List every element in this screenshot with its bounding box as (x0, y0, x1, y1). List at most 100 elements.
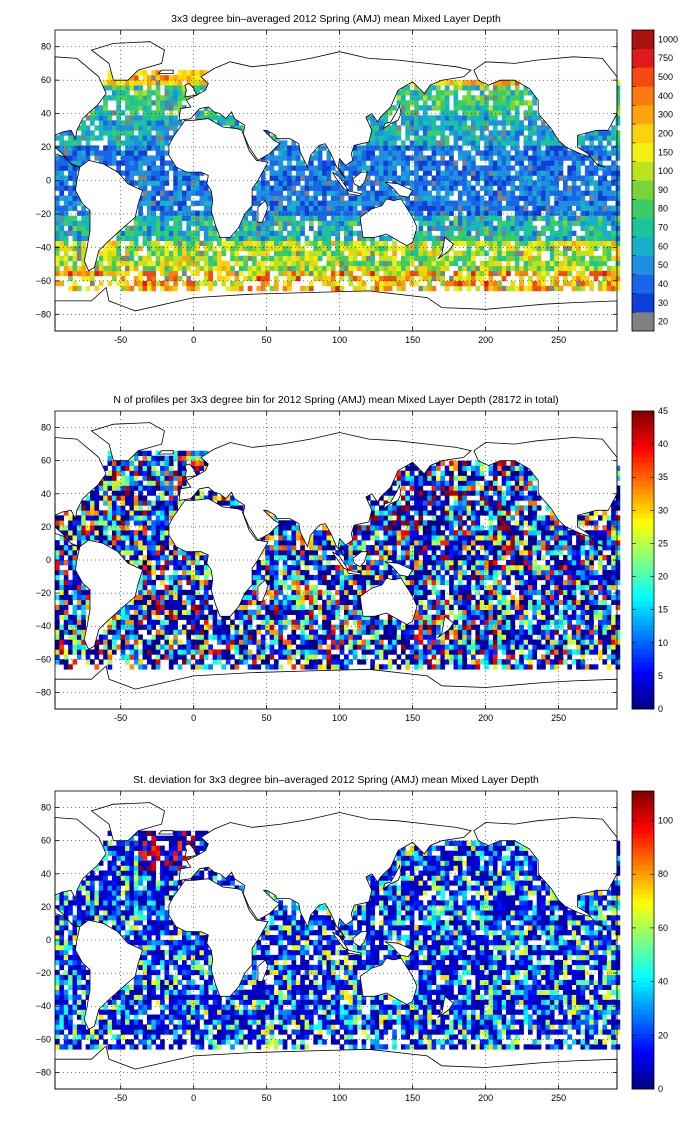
heatmap-cell (190, 450, 196, 456)
heatmap-cell (160, 555, 165, 561)
heatmap-cell (606, 245, 612, 252)
heatmap-cell (72, 180, 78, 186)
heatmap-cell (352, 230, 358, 236)
heatmap-cell (199, 185, 205, 191)
heatmap-cell (212, 609, 218, 615)
heatmap-cell (225, 649, 231, 655)
heatmap-cell (497, 230, 502, 236)
heatmap-cell (138, 579, 143, 586)
heatmap-cell (155, 475, 161, 481)
heatmap-cell (589, 165, 594, 171)
heatmap-cell (55, 135, 60, 141)
heatmap-cell (164, 500, 170, 506)
heatmap-cell (199, 659, 205, 665)
heatmap-cell (81, 594, 86, 601)
heatmap-cell (265, 644, 270, 650)
heatmap-cell (234, 649, 240, 655)
heatmap-cell (457, 285, 463, 292)
heatmap-cell (497, 280, 502, 287)
heatmap-cell (151, 120, 157, 126)
heatmap-cell (111, 245, 117, 252)
heatmap-cell (208, 609, 213, 615)
heatmap-cell (501, 170, 507, 176)
heatmap-cell (475, 100, 481, 106)
heatmap-cell (330, 285, 336, 292)
heatmap-cell (484, 285, 489, 292)
heatmap-cell (405, 180, 411, 186)
heatmap-cell (282, 280, 288, 287)
heatmap-cell (160, 145, 165, 151)
colorbar-swatch (632, 67, 654, 87)
heatmap-cell (203, 604, 209, 610)
heatmap-cell (151, 270, 157, 277)
heatmap-cell (273, 525, 279, 531)
heatmap-cell (160, 180, 165, 186)
heatmap-cell (155, 609, 161, 615)
heatmap-cell (313, 599, 319, 605)
heatmap-cell (182, 95, 187, 101)
heatmap-cell (339, 190, 345, 196)
heatmap-cell (471, 170, 476, 176)
heatmap-cell (308, 180, 314, 186)
heatmap-cell (602, 220, 608, 226)
heatmap-cell (256, 664, 262, 670)
heatmap-cell (151, 140, 157, 146)
heatmap-cell (195, 609, 200, 615)
heatmap-cell (492, 85, 498, 91)
heatmap-cell (55, 160, 60, 166)
heatmap-cell (129, 180, 135, 186)
heatmap-cell (260, 230, 266, 236)
heatmap-cell (339, 250, 345, 257)
heatmap-cell (422, 205, 428, 211)
heatmap-cell (59, 160, 65, 166)
heatmap-cell (265, 210, 270, 216)
heatmap-cell (287, 520, 292, 526)
heatmap-cell (146, 250, 152, 257)
heatmap-cell (313, 215, 319, 221)
heatmap-cell (199, 609, 205, 615)
heatmap-cell (541, 160, 546, 166)
heatmap-cell (414, 150, 419, 156)
heatmap-cell (195, 230, 200, 236)
heatmap-cell (199, 200, 205, 206)
heatmap-cell (304, 200, 310, 206)
heatmap-cell (111, 265, 117, 272)
heatmap-cell (562, 270, 568, 277)
heatmap-cell (146, 170, 152, 176)
heatmap-cell (107, 85, 113, 91)
heatmap-cell (558, 145, 564, 151)
heatmap-cell (76, 270, 82, 277)
heatmap-cell (615, 250, 621, 257)
heatmap-cell (506, 90, 511, 96)
heatmap-cell (59, 205, 65, 211)
heatmap-cell (510, 205, 516, 211)
heatmap-cell (304, 644, 310, 650)
heatmap-cell (506, 110, 511, 116)
heatmap-cell (164, 100, 170, 106)
heatmap-cell (203, 280, 209, 287)
heatmap-cell (383, 250, 389, 257)
heatmap-cell (488, 260, 494, 267)
heatmap-cell (72, 235, 78, 241)
heatmap-cell (484, 205, 489, 211)
heatmap-cell (103, 120, 108, 126)
heatmap-cell (186, 285, 192, 292)
heatmap-cell (155, 664, 161, 670)
heatmap-cell (492, 240, 498, 247)
heatmap-cell (203, 260, 209, 267)
heatmap-cell (186, 235, 192, 241)
heatmap-cell (365, 170, 371, 176)
heatmap-cell (295, 205, 301, 211)
heatmap-cell (155, 215, 161, 221)
heatmap-cell (146, 115, 152, 121)
heatmap-cell (125, 250, 130, 257)
heatmap-cell (94, 285, 100, 292)
heatmap-cell (593, 165, 599, 171)
heatmap-cell (230, 639, 235, 645)
heatmap-cell (120, 485, 126, 491)
heatmap-cell (138, 634, 143, 640)
heatmap-cell (182, 450, 187, 456)
heatmap-cell (497, 190, 502, 196)
heatmap-cell (462, 180, 467, 186)
colorbar-label: 1000 (658, 34, 678, 44)
